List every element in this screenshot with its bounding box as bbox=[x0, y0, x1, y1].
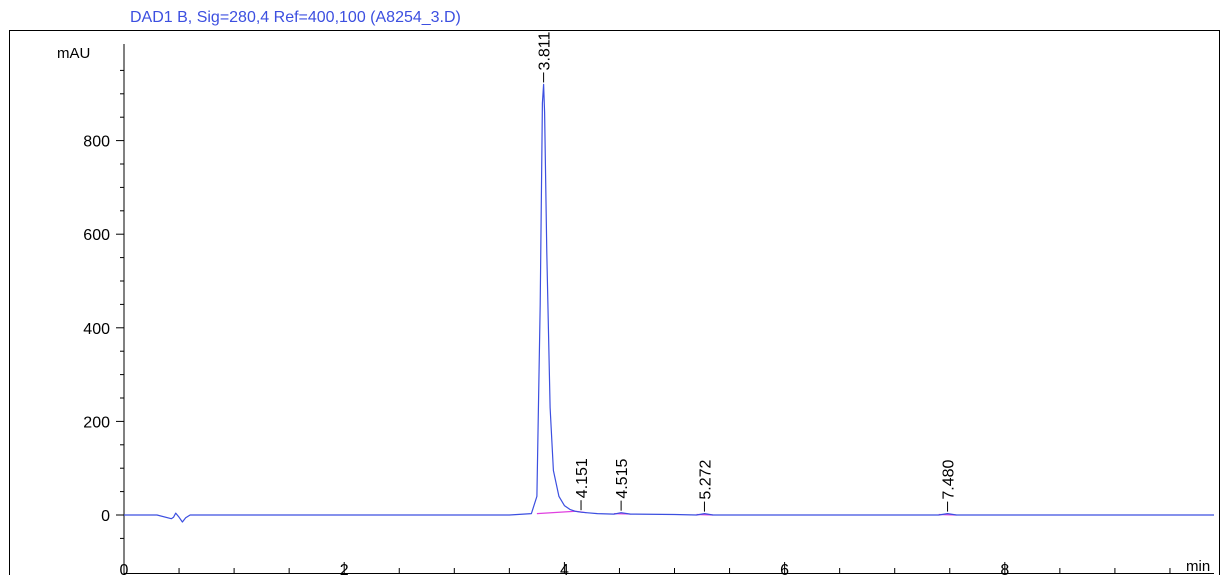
y-tick-label: 0 bbox=[101, 508, 110, 525]
peak-label: 4.151 bbox=[574, 458, 591, 498]
y-tick-label: 800 bbox=[83, 134, 110, 151]
peak-label: 7.480 bbox=[941, 459, 958, 499]
integration-baseline bbox=[536, 510, 576, 515]
x-tick-label: 0 bbox=[120, 562, 129, 575]
axes: 0 200 400 600 800 0 2 4 6 8 bbox=[83, 44, 1214, 575]
x-axis-unit-label: min bbox=[1186, 558, 1210, 575]
peak-label: 3.811 bbox=[537, 31, 554, 70]
y-tick-label: 200 bbox=[83, 414, 110, 431]
y-axis-unit-label: mAU bbox=[57, 45, 90, 62]
x-tick-label: 6 bbox=[780, 562, 789, 575]
signal-trace bbox=[124, 83, 1214, 523]
peak-label: 5.272 bbox=[697, 459, 714, 499]
y-tick-label: 400 bbox=[83, 321, 110, 338]
plot-area: 3.811 4.151 4.515 5.272 7.480 bbox=[124, 31, 1214, 523]
x-tick-label: 8 bbox=[1000, 562, 1009, 575]
x-tick-label: 2 bbox=[340, 562, 349, 575]
peak-label: 4.515 bbox=[614, 459, 631, 499]
y-tick-label: 600 bbox=[83, 227, 110, 244]
x-tick-label: 4 bbox=[560, 562, 569, 575]
chart-title: DAD1 B, Sig=280,4 Ref=400,100 (A8254_3.D… bbox=[130, 9, 461, 26]
